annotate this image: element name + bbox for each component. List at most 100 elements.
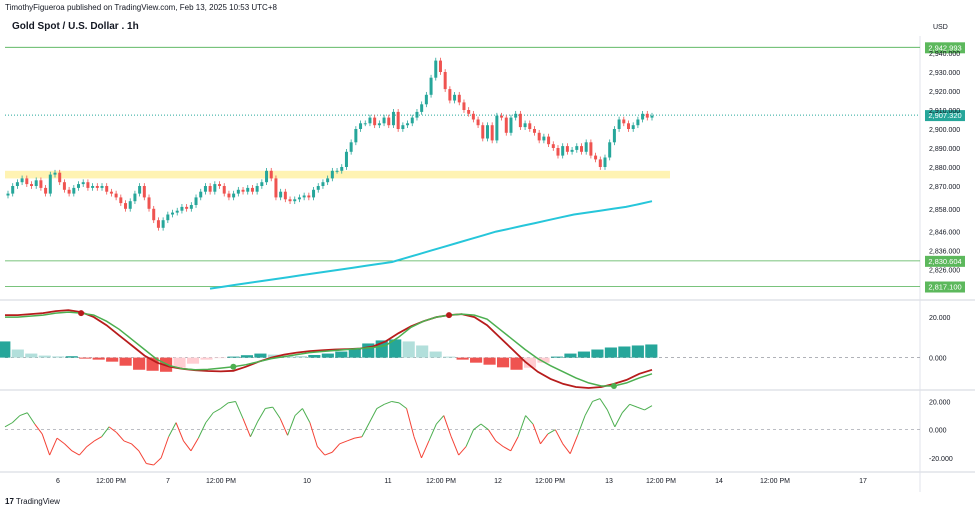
- candle: [598, 156, 602, 170]
- candle-body: [20, 178, 24, 183]
- candle: [575, 143, 579, 153]
- oscillator-segment: [49, 437, 58, 456]
- oscillator-segment: [599, 398, 608, 411]
- histogram-bar: [0, 341, 11, 358]
- candle-body: [53, 172, 57, 175]
- oscillator-segment: [146, 463, 154, 466]
- candle-body: [321, 182, 325, 186]
- candle: [67, 186, 71, 197]
- candle-body: [11, 186, 15, 194]
- oscillator-segment: [354, 436, 363, 439]
- candle: [119, 194, 123, 206]
- price-tick-label: 2,826.000: [929, 268, 960, 275]
- osc-tick-label: 0.000: [929, 428, 947, 435]
- candle-body: [39, 180, 43, 188]
- oscillator-segment: [562, 443, 571, 454]
- oscillator-segment: [183, 440, 192, 452]
- price-axis[interactable]: 2,942.993 2,907.320 2,830.604 2,817.100 2,94…: [925, 42, 965, 463]
- oscillator-segment: [413, 436, 422, 459]
- histogram-bar: [294, 356, 307, 358]
- time-tick-label: 10: [303, 478, 311, 485]
- oscillator-segment: [473, 423, 482, 431]
- oscillator-segment: [242, 418, 251, 437]
- candle-body: [199, 191, 203, 198]
- candle: [438, 57, 442, 75]
- histogram-bar: [645, 344, 658, 358]
- price-tag-label: 2,942.993: [928, 43, 961, 52]
- candle-body: [547, 136, 551, 145]
- oscillator-segment: [584, 401, 593, 416]
- candle: [81, 179, 85, 187]
- oscillator-segment: [257, 408, 266, 422]
- candle: [514, 110, 518, 121]
- candle-body: [218, 184, 222, 186]
- price-tick-label: 2,858.000: [929, 207, 960, 214]
- histogram-bar: [254, 353, 267, 358]
- candle: [349, 139, 353, 155]
- time-axis[interactable]: 6 12:00 PM 7 12:00 PM 10 11 12:00 PM 12 12:00 PM…: [56, 478, 867, 485]
- candle-body: [95, 186, 99, 188]
- time-tick-label: 12:00 PM: [760, 478, 790, 485]
- tradingview-logo-icon: 17: [5, 497, 14, 506]
- time-tick-label: 14: [715, 478, 723, 485]
- candle-body: [612, 129, 616, 143]
- oscillator-segment: [517, 415, 527, 437]
- candle: [354, 126, 358, 146]
- candle-body: [481, 125, 485, 139]
- oscillator-segment: [101, 426, 110, 438]
- footer-brand: TradingView: [15, 497, 60, 506]
- oscillator-segment: [4, 422, 13, 428]
- candle-body: [457, 94, 461, 103]
- histogram-bar: [604, 347, 617, 358]
- candle-body: [495, 115, 499, 141]
- candle-body: [589, 142, 593, 156]
- candle-body: [185, 206, 189, 209]
- candle: [645, 110, 649, 121]
- histogram-bar: [38, 355, 51, 358]
- candle-body: [58, 172, 62, 183]
- currency-label[interactable]: USD: [933, 24, 948, 31]
- oscillator-segment: [190, 437, 199, 452]
- candle-body: [326, 178, 330, 183]
- candle: [171, 209, 175, 218]
- time-tick-label: 12:00 PM: [426, 478, 456, 485]
- oscillator-segment: [160, 436, 170, 459]
- oscillator-segment: [636, 406, 645, 411]
- price-tick-label: 2,900.000: [929, 127, 960, 134]
- candle: [547, 133, 551, 148]
- candle: [523, 120, 527, 130]
- oscillator-segment: [249, 420, 259, 437]
- candle-body: [476, 119, 480, 126]
- candle: [594, 152, 598, 163]
- candle: [44, 185, 48, 197]
- time-tick-label: 12:00 PM: [96, 478, 126, 485]
- candle-body: [387, 117, 391, 126]
- candle: [109, 188, 113, 197]
- osc-tick-label: -20.000: [929, 456, 953, 463]
- oscillator-segment: [212, 408, 221, 414]
- candle-body: [565, 146, 569, 152]
- candles[interactable]: [6, 57, 654, 231]
- histogram-bar: [618, 346, 631, 358]
- candle-body: [551, 144, 555, 148]
- candle-body: [570, 149, 574, 152]
- oscillator-segment: [302, 408, 311, 423]
- histogram-bar: [564, 353, 577, 358]
- candle: [255, 183, 259, 195]
- candle: [476, 116, 480, 129]
- candle-body: [340, 167, 344, 171]
- candle-body: [161, 220, 165, 228]
- price-tick-label: 2,846.000: [929, 230, 960, 237]
- time-tick-label: 17: [859, 478, 867, 485]
- candle-body: [415, 111, 419, 118]
- oscillator-segment: [510, 436, 519, 452]
- candle-body: [213, 184, 217, 192]
- histogram-bar: [550, 356, 564, 358]
- price-tag-label: 2,907.320: [928, 111, 961, 120]
- oscillator-segment: [175, 422, 184, 442]
- oscillator-segment: [569, 435, 579, 454]
- candle: [86, 179, 90, 191]
- candle: [396, 109, 400, 132]
- candle: [542, 133, 546, 144]
